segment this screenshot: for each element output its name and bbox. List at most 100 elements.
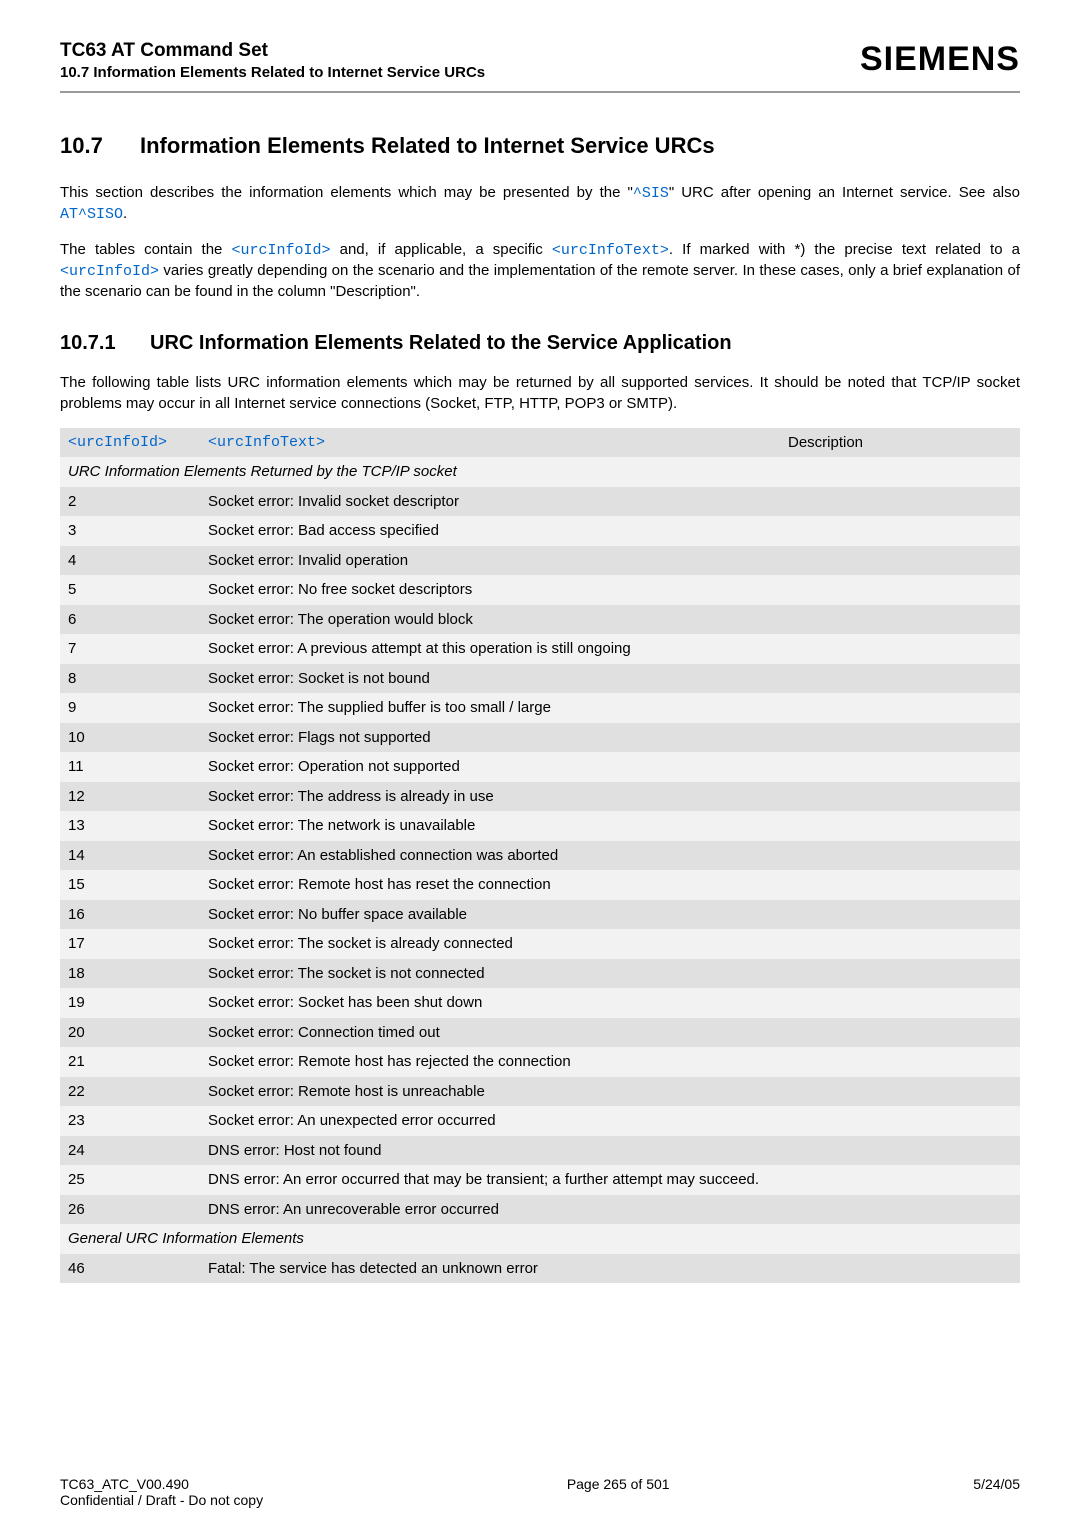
table-row: 7Socket error: A previous attempt at thi… [60, 634, 1020, 664]
cell-text: Socket error: The address is already in … [200, 782, 780, 812]
table-row: 22Socket error: Remote host is unreachab… [60, 1077, 1020, 1107]
cell-id: 13 [60, 811, 200, 841]
table-row: 14Socket error: An established connectio… [60, 841, 1020, 871]
header-left: TC63 AT Command Set 10.7 Information Ele… [60, 40, 485, 81]
table-row: 6Socket error: The operation would block [60, 605, 1020, 635]
subsection-para: The following table lists URC informatio… [60, 373, 1020, 414]
cell-desc [780, 575, 1020, 605]
cell-id: 19 [60, 988, 200, 1018]
cell-text: Socket error: An established connection … [200, 841, 780, 871]
table-header-row: <urcInfoId> <urcInfoText> Description [60, 428, 1020, 458]
table-row: 3Socket error: Bad access specified [60, 516, 1020, 546]
cell-text: Socket error: Invalid operation [200, 546, 780, 576]
cell-id: 15 [60, 870, 200, 900]
doc-title: TC63 AT Command Set [60, 40, 485, 62]
cell-desc [780, 752, 1020, 782]
table-row: 8Socket error: Socket is not bound [60, 664, 1020, 694]
table-row: 25DNS error: An error occurred that may … [60, 1165, 1020, 1195]
cell-desc [780, 811, 1020, 841]
footer-left: TC63_ATC_V00.490 Confidential / Draft - … [60, 1476, 263, 1508]
section-heading: 10.7 Information Elements Related to Int… [60, 133, 1020, 159]
siemens-logo: SIEMENS [860, 40, 1020, 79]
table-row: 11Socket error: Operation not supported [60, 752, 1020, 782]
col-header-id: <urcInfoId> [60, 428, 200, 458]
table-subhead-1: URC Information Elements Returned by the… [60, 457, 1020, 487]
cell-desc [780, 1254, 1020, 1284]
cell-id: 21 [60, 1047, 200, 1077]
cell-desc [780, 988, 1020, 1018]
cell-text: Socket error: The operation would block [200, 605, 780, 635]
table-row: 23Socket error: An unexpected error occu… [60, 1106, 1020, 1136]
cell-desc [780, 1195, 1020, 1225]
subsection-heading: 10.7.1 URC Information Elements Related … [60, 332, 1020, 355]
cell-text: Socket error: Operation not supported [200, 752, 780, 782]
cell-text: Socket error: Bad access specified [200, 516, 780, 546]
col-header-text: <urcInfoText> [200, 428, 780, 458]
table-row: 46Fatal: The service has detected an unk… [60, 1254, 1020, 1284]
section-title: Information Elements Related to Internet… [140, 133, 715, 159]
footer-docid: TC63_ATC_V00.490 [60, 1476, 263, 1492]
footer-date: 5/24/05 [973, 1476, 1020, 1508]
table-row: 17Socket error: The socket is already co… [60, 929, 1020, 959]
cell-id: 14 [60, 841, 200, 871]
table-row: 24DNS error: Host not found [60, 1136, 1020, 1166]
urcinfoid-link-2[interactable]: <urcInfoId> [60, 263, 159, 280]
cell-desc [780, 546, 1020, 576]
table-row: 19Socket error: Socket has been shut dow… [60, 988, 1020, 1018]
cell-text: Socket error: The socket is already conn… [200, 929, 780, 959]
cell-text: Socket error: The socket is not connecte… [200, 959, 780, 989]
subhead-2-text: General URC Information Elements [60, 1224, 1020, 1254]
cell-id: 6 [60, 605, 200, 635]
cell-text: Socket error: Flags not supported [200, 723, 780, 753]
cell-id: 23 [60, 1106, 200, 1136]
page-header: TC63 AT Command Set 10.7 Information Ele… [60, 40, 1020, 93]
cell-text: Socket error: The network is unavailable [200, 811, 780, 841]
cell-desc [780, 1077, 1020, 1107]
cell-text: Socket error: Socket is not bound [200, 664, 780, 694]
cell-desc [780, 1136, 1020, 1166]
urcinfotext-link[interactable]: <urcInfoText> [552, 242, 669, 259]
cell-id: 2 [60, 487, 200, 517]
cell-text: Socket error: No buffer space available [200, 900, 780, 930]
cell-desc [780, 723, 1020, 753]
table-row: 2Socket error: Invalid socket descriptor [60, 487, 1020, 517]
cell-desc [780, 516, 1020, 546]
siso-link[interactable]: AT^SISO [60, 206, 123, 223]
table-row: 4Socket error: Invalid operation [60, 546, 1020, 576]
cell-desc [780, 1165, 1020, 1195]
cell-id: 5 [60, 575, 200, 605]
cell-id: 46 [60, 1254, 200, 1284]
urcinfoid-link[interactable]: <urcInfoId> [231, 242, 330, 259]
cell-id: 11 [60, 752, 200, 782]
cell-text: Socket error: Remote host has reset the … [200, 870, 780, 900]
cell-id: 25 [60, 1165, 200, 1195]
table-row: 15Socket error: Remote host has reset th… [60, 870, 1020, 900]
footer-confidential: Confidential / Draft - Do not copy [60, 1492, 263, 1508]
table-row: 10Socket error: Flags not supported [60, 723, 1020, 753]
cell-id: 20 [60, 1018, 200, 1048]
cell-desc [780, 1047, 1020, 1077]
subhead-1-text: URC Information Elements Returned by the… [60, 457, 1020, 487]
cell-id: 17 [60, 929, 200, 959]
cell-desc [780, 929, 1020, 959]
cell-desc [780, 841, 1020, 871]
cell-text: Socket error: Socket has been shut down [200, 988, 780, 1018]
table-row: 18Socket error: The socket is not connec… [60, 959, 1020, 989]
cell-id: 16 [60, 900, 200, 930]
sis-link[interactable]: ^SIS [633, 185, 669, 202]
cell-id: 8 [60, 664, 200, 694]
cell-id: 22 [60, 1077, 200, 1107]
page-footer: TC63_ATC_V00.490 Confidential / Draft - … [60, 1476, 1020, 1508]
cell-id: 10 [60, 723, 200, 753]
cell-id: 4 [60, 546, 200, 576]
cell-id: 3 [60, 516, 200, 546]
table-row: 20Socket error: Connection timed out [60, 1018, 1020, 1048]
cell-desc [780, 900, 1020, 930]
col-header-desc: Description [780, 428, 1020, 458]
cell-text: Socket error: Invalid socket descriptor [200, 487, 780, 517]
section-number: 10.7 [60, 133, 140, 159]
cell-text: Fatal: The service has detected an unkno… [200, 1254, 780, 1284]
table-row: 5Socket error: No free socket descriptor… [60, 575, 1020, 605]
cell-desc [780, 605, 1020, 635]
cell-text: Socket error: An unexpected error occurr… [200, 1106, 780, 1136]
